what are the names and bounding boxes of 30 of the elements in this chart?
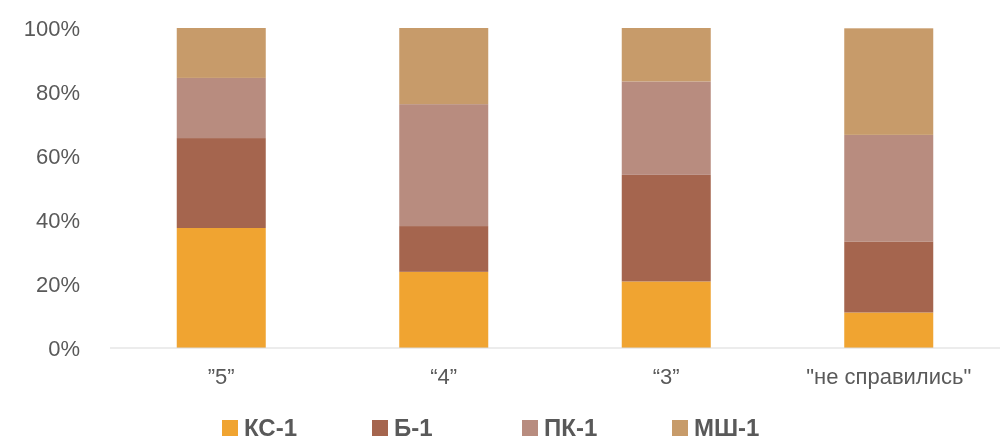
legend-label: Б-1 <box>394 414 433 441</box>
bar <box>844 28 934 135</box>
x-tick-label: "не справились" <box>806 364 972 389</box>
y-tick-label: 0% <box>48 335 80 361</box>
bar <box>621 174 711 282</box>
x-tick-label: ”5” <box>207 364 235 389</box>
bar <box>621 81 711 175</box>
bar <box>844 134 934 242</box>
y-tick-label: 60% <box>35 143 80 169</box>
bar <box>621 28 711 82</box>
y-tick-label: 20% <box>35 271 80 297</box>
y-tick-label: 100% <box>23 15 80 41</box>
bar <box>621 281 711 348</box>
y-tick-label: 40% <box>35 207 80 233</box>
bar <box>399 28 489 105</box>
legend-label: МШ-1 <box>694 414 760 441</box>
bar <box>399 271 489 348</box>
bar <box>399 226 489 272</box>
bar <box>399 104 489 227</box>
legend-label: ПК-1 <box>544 414 598 441</box>
legend-label: КС-1 <box>244 414 298 441</box>
x-tick-label: “3” <box>652 364 680 389</box>
x-tick-label: “4” <box>430 364 458 389</box>
bar <box>844 312 934 348</box>
bar <box>844 241 934 313</box>
y-tick-label: 80% <box>35 79 80 105</box>
bar <box>176 228 266 348</box>
bar <box>176 28 266 78</box>
bar <box>176 77 266 139</box>
bar <box>176 138 266 228</box>
